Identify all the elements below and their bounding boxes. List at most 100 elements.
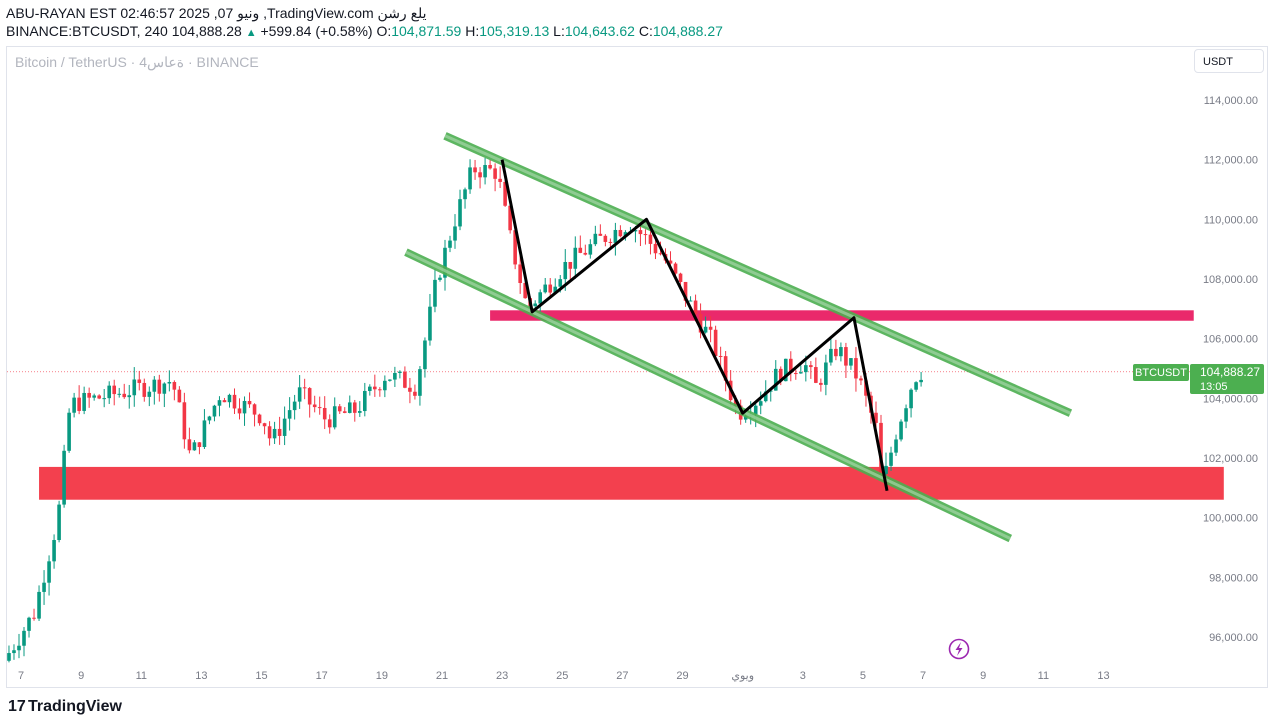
currency-button[interactable]: USDT bbox=[1194, 49, 1264, 73]
candle-body bbox=[568, 261, 573, 269]
candle-body bbox=[27, 617, 31, 631]
candle-body bbox=[743, 416, 748, 420]
candle-body bbox=[809, 365, 813, 368]
candle-body bbox=[578, 247, 583, 253]
time-axis: 7 9 11 13 15 17 19 21 23 25 27 29 ويوي 3 5 7 9 11 13 bbox=[18, 670, 1110, 682]
time-axis-label: 13 bbox=[1097, 670, 1109, 682]
candle-body bbox=[403, 371, 407, 388]
candle-body bbox=[658, 253, 663, 255]
candle-body bbox=[733, 400, 738, 406]
candle-body bbox=[378, 389, 382, 391]
candle-body bbox=[543, 284, 548, 293]
candle-body bbox=[874, 412, 878, 423]
time-axis-label: 29 bbox=[676, 670, 688, 682]
candle-body bbox=[122, 393, 127, 398]
candle-body bbox=[553, 286, 558, 293]
candle-body bbox=[172, 382, 177, 390]
time-axis-label: 9 bbox=[980, 670, 986, 682]
candle-body bbox=[167, 382, 172, 384]
candle-body bbox=[538, 292, 543, 304]
candle-body bbox=[102, 398, 106, 400]
price-axis-label: 114,000.00 bbox=[1204, 95, 1258, 107]
price-axis: 96,000.00 98,000.00 100,000.00 102,000.00 10… bbox=[1203, 95, 1258, 644]
zigzag-layer bbox=[500, 159, 889, 492]
price-axis-label: 106,000.00 bbox=[1203, 334, 1258, 346]
high-value: 105,319.13 bbox=[479, 23, 550, 39]
open-label: O: bbox=[376, 23, 392, 39]
candle-body bbox=[889, 452, 893, 466]
time-axis-label: 7 bbox=[920, 670, 926, 682]
candle-body bbox=[788, 358, 793, 374]
chart-frame[interactable] bbox=[6, 46, 1268, 688]
symbol-label: BINANCE:BTCUSDT, 240 bbox=[6, 23, 168, 39]
candle-body bbox=[618, 229, 623, 237]
candle-body bbox=[473, 167, 477, 173]
candle-body bbox=[42, 582, 46, 592]
candle-body bbox=[182, 402, 187, 440]
candle-body bbox=[32, 617, 36, 619]
price-axis-label: 96,000.00 bbox=[1209, 632, 1258, 644]
candle-body bbox=[363, 390, 367, 412]
candle-body bbox=[162, 383, 167, 394]
candle-body bbox=[257, 414, 262, 424]
time-axis-label: 25 bbox=[556, 670, 568, 682]
candle-body bbox=[352, 402, 357, 413]
time-axis-label: 15 bbox=[255, 670, 267, 682]
candle-body bbox=[247, 400, 252, 405]
lightning-icon[interactable] bbox=[948, 638, 970, 660]
candle-body bbox=[673, 263, 678, 274]
time-axis-label: 5 bbox=[860, 670, 866, 682]
zigzag-line bbox=[500, 159, 889, 492]
candle-body bbox=[804, 365, 808, 373]
candle-body bbox=[322, 407, 327, 420]
close-value: 104,888.27 bbox=[652, 23, 723, 39]
candle-body bbox=[839, 347, 843, 357]
candle-body bbox=[127, 395, 132, 398]
candle-body bbox=[12, 650, 16, 654]
candle-body bbox=[327, 419, 332, 428]
candle-body bbox=[262, 423, 267, 427]
price-axis-label: 110,000.00 bbox=[1204, 214, 1258, 226]
time-axis-label: 7 bbox=[18, 670, 24, 682]
open-value: 104,871.59 bbox=[391, 23, 462, 39]
candle-body bbox=[212, 405, 217, 417]
candle-body bbox=[197, 442, 202, 448]
candle-body bbox=[252, 404, 257, 415]
candle-body bbox=[97, 395, 101, 399]
last-price-tag: BTCUSDT 104,888.27 13:05 bbox=[1133, 364, 1264, 394]
channel-lines-layer bbox=[404, 132, 1073, 543]
symbol-tag-box bbox=[1133, 364, 1189, 381]
candle-body bbox=[668, 260, 673, 264]
candle-body bbox=[137, 379, 142, 383]
time-axis-label: 13 bbox=[195, 670, 207, 682]
support-zone bbox=[39, 466, 1224, 500]
candle-body bbox=[217, 400, 222, 406]
candle-body bbox=[57, 504, 61, 541]
candle-body bbox=[498, 178, 502, 182]
candle-body bbox=[884, 465, 888, 474]
chart-header-info: ABU-RAYAN EST 02:46:57 2025 ,07 ونيو ,Tr… bbox=[6, 5, 427, 21]
tradingview-logo[interactable]: 17 TradingView bbox=[8, 698, 122, 715]
candle-body bbox=[307, 388, 312, 405]
candle-body bbox=[914, 382, 918, 390]
candle-body bbox=[763, 391, 768, 402]
price-axis-label: 112,000.00 bbox=[1204, 155, 1258, 167]
candle-body bbox=[548, 284, 553, 293]
candle-body bbox=[468, 167, 472, 190]
candle-body bbox=[723, 356, 728, 381]
candle-body bbox=[623, 232, 628, 237]
candle-body bbox=[638, 230, 643, 235]
candle-body bbox=[368, 386, 372, 391]
last-price: 104,888.28 bbox=[171, 23, 242, 39]
candle-body bbox=[563, 261, 568, 280]
candle-body bbox=[157, 379, 162, 394]
time-axis-label: 17 bbox=[316, 670, 328, 682]
candle-body bbox=[292, 401, 297, 411]
candle-body bbox=[77, 397, 81, 411]
candle-body bbox=[824, 362, 828, 385]
candle-body bbox=[783, 358, 788, 382]
time-axis-label: 23 bbox=[496, 670, 508, 682]
candle-body bbox=[854, 358, 858, 379]
candle-body bbox=[453, 226, 457, 241]
